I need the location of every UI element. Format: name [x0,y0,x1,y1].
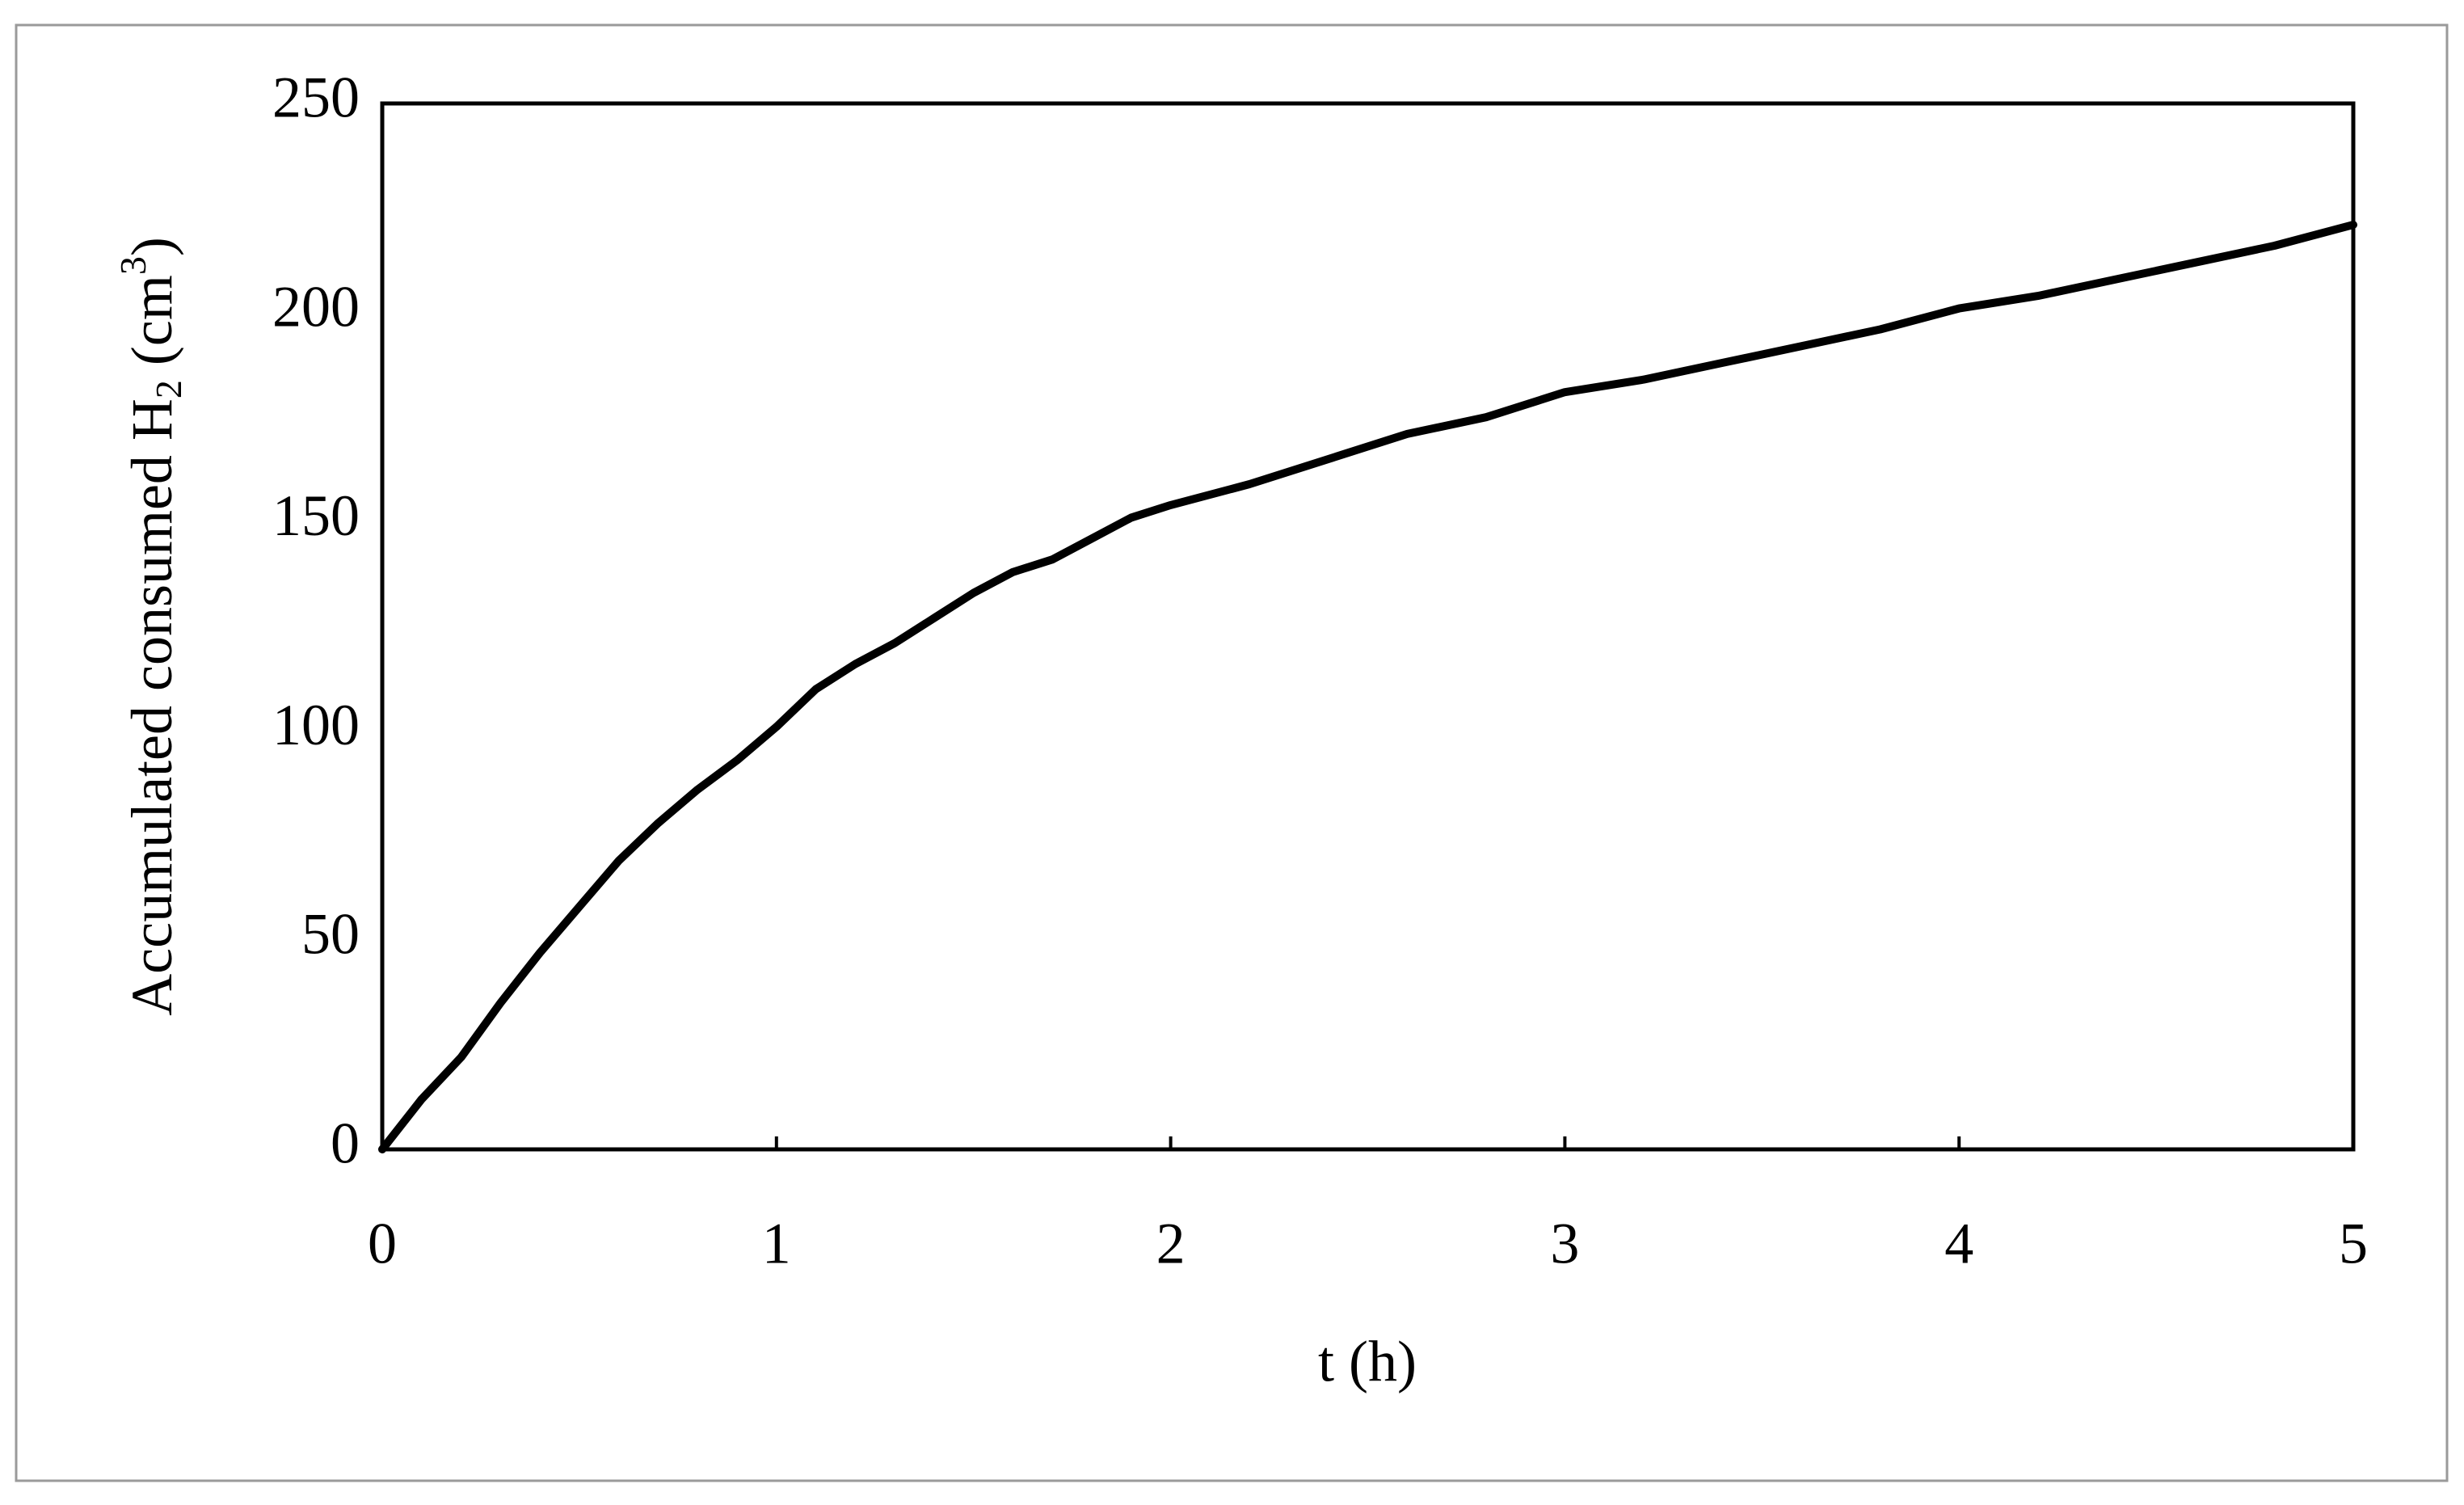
x-tick-label: 5 [2339,1212,2368,1276]
y-tick-label: 0 [331,1111,360,1176]
y-axis-label-part: (cm [120,275,184,365]
y-tick-label: 200 [272,274,360,339]
figure-border [15,23,2449,1482]
x-tick-label: 4 [1944,1212,1973,1276]
y-axis-label-part: 3 [112,256,154,275]
y-axis-label-part: 2 [148,380,189,398]
y-tick-label: 50 [301,902,360,967]
y-tick-label: 100 [272,693,360,757]
y-axis-label-part: ) [120,237,184,256]
y-axis-label-part: Accumulated consumed H [120,398,184,1016]
x-axis-label: t (h) [1318,1330,1417,1394]
y-axis-label: Accumulated consumed H2 (cm3) [112,237,189,1016]
y-tick-label: 250 [272,65,360,130]
x-tick-label: 0 [368,1212,397,1276]
x-tick-label: 3 [1550,1212,1579,1276]
x-tick-label: 2 [1156,1212,1186,1276]
x-tick-label: 1 [762,1212,791,1276]
plot-frame [380,101,2356,1152]
y-tick-label: 150 [272,483,360,548]
data-line [378,221,2357,1153]
